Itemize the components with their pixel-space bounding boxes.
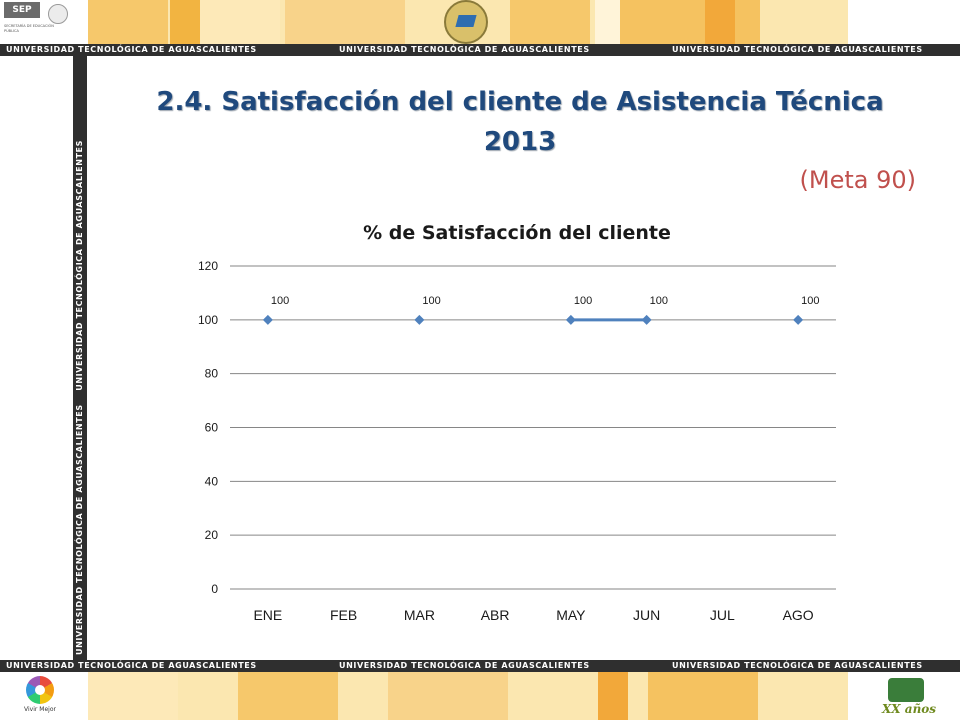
anniversary-text: XX años (882, 702, 937, 716)
data-label: 100 (801, 295, 819, 307)
banner-tile (510, 0, 590, 44)
data-label: 100 (271, 295, 289, 307)
ut-emblem-icon (444, 0, 488, 44)
vivir-mejor-logo: Vivir Mejor (12, 676, 68, 718)
banner-tile (388, 672, 508, 720)
sep-logo: SEP (4, 2, 40, 18)
data-label: 100 (574, 295, 592, 307)
slide-title-line2: 2013 (483, 127, 557, 157)
stripe-text: UNIVERSIDAD TECNOLÓGICA DE AGUASCALIENTE… (339, 661, 590, 670)
data-label: 100 (650, 295, 668, 307)
bottom-stripe: UNIVERSIDAD TECNOLÓGICA DE AGUASCALIENTE… (0, 660, 960, 672)
x-tick-label: JUL (710, 607, 735, 623)
y-tick-label: 100 (198, 313, 218, 327)
stripe-text: UNIVERSIDAD TECNOLÓGICA DE AGUASCALIENTE… (339, 45, 590, 54)
x-tick-label: ABR (481, 607, 510, 623)
banner-tile (285, 0, 405, 44)
data-point (641, 314, 652, 325)
banner-tile (88, 0, 168, 44)
banner-tile (170, 0, 200, 44)
banner-tile (705, 0, 735, 44)
x-tick-label: AGO (783, 607, 814, 623)
sep-subtitle: SECRETARÍA DE EDUCACIÓN PÚBLICA (4, 24, 54, 33)
data-label: 100 (422, 295, 440, 307)
x-tick-label: ENE (253, 607, 282, 623)
x-tick-label: JUN (633, 607, 660, 623)
y-tick-label: 60 (205, 421, 219, 435)
slide-title: 2.4. Satisfacción del cliente de Asisten… (100, 82, 940, 162)
banner-tile (595, 0, 620, 44)
stripe-text: UNIVERSIDAD TECNOLÓGICA DE AGUASCALIENTE… (672, 45, 923, 54)
banner-tile (648, 672, 758, 720)
x-tick-label: FEB (330, 607, 357, 623)
data-point (414, 314, 425, 325)
sep-logo-area: SEP SECRETARÍA DE EDUCACIÓN PÚBLICA (0, 0, 88, 44)
y-tick-label: 120 (198, 259, 218, 273)
anniversary-logo: XX años (878, 678, 938, 718)
ut-mark-icon (888, 678, 924, 702)
y-tick-label: 80 (205, 367, 219, 381)
flower-icon (26, 676, 54, 704)
banner-tile (238, 672, 338, 720)
top-stripe: UNIVERSIDAD TECNOLÓGICA DE AGUASCALIENTE… (0, 44, 960, 56)
banner-tile (598, 672, 628, 720)
y-tick-label: 0 (211, 582, 218, 596)
data-point (262, 314, 273, 325)
vivir-mejor-label: Vivir Mejor (24, 706, 56, 713)
banner-tile (88, 672, 178, 720)
vertical-stripe: UNIVERSIDAD TECNOLÓGICA DE AGUASCALIENTE… (73, 56, 87, 660)
stripe-text: UNIVERSIDAD TECNOLÓGICA DE AGUASCALIENTE… (6, 661, 257, 670)
banner-tile (200, 0, 280, 44)
mexico-eagle-icon (48, 4, 68, 24)
banner-tile (620, 0, 760, 44)
y-tick-label: 20 (205, 528, 219, 542)
data-point (565, 314, 576, 325)
x-tick-label: MAR (404, 607, 435, 623)
stripe-text: UNIVERSIDAD TECNOLÓGICA DE AGUASCALIENTE… (6, 45, 257, 54)
x-tick-label: MAY (556, 607, 586, 623)
chart-title: % de Satisfacción del cliente (363, 222, 671, 244)
banner-tile (848, 0, 960, 44)
bottom-banner (88, 672, 848, 720)
goal-label: (Meta 90) (799, 166, 916, 194)
slide-title-line1: 2.4. Satisfacción del cliente de Asisten… (156, 87, 884, 117)
data-point (793, 314, 804, 325)
y-tick-label: 40 (205, 474, 219, 488)
stripe-text: UNIVERSIDAD TECNOLÓGICA DE AGUASCALIENTE… (672, 661, 923, 670)
